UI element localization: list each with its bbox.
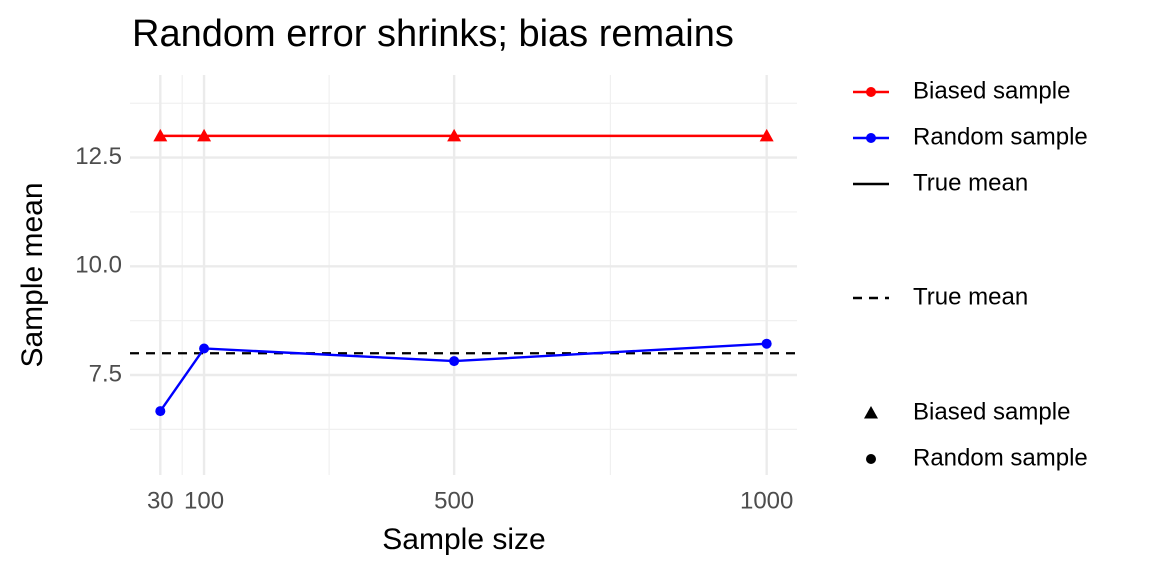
y-tick-label: 12.5: [75, 143, 122, 170]
series-line: [159, 342, 767, 412]
x-tick-label: 30: [147, 487, 174, 514]
legend-key: [864, 406, 878, 419]
legend-key: [866, 133, 876, 143]
data-point: [449, 356, 460, 367]
x-tick-label: 100: [184, 487, 224, 514]
x-tick-label: 500: [434, 487, 474, 514]
legend-label: Biased sample: [913, 77, 1070, 104]
y-axis-label: Sample mean: [16, 182, 49, 367]
legend-label: Random sample: [913, 123, 1088, 150]
data-point: [759, 128, 774, 142]
data-point: [447, 128, 462, 142]
x-axis-label: Sample size: [382, 523, 545, 556]
chart-title: Random error shrinks; bias remains: [132, 13, 734, 55]
legend-label: True mean: [913, 169, 1028, 196]
legend-label: True mean: [913, 283, 1028, 310]
data-point: [197, 128, 212, 142]
legend-key: [866, 454, 876, 464]
x-tick-label: 1000: [740, 487, 793, 514]
legend-label: Biased sample: [913, 398, 1070, 425]
data-point: [199, 343, 210, 354]
data-point: [155, 406, 166, 417]
legend-key: [866, 87, 876, 97]
legend-label: Random sample: [913, 444, 1088, 471]
data-point: [761, 338, 772, 349]
y-tick-label: 10.0: [75, 252, 122, 279]
data-point: [153, 128, 168, 142]
y-tick-label: 7.5: [89, 360, 122, 387]
